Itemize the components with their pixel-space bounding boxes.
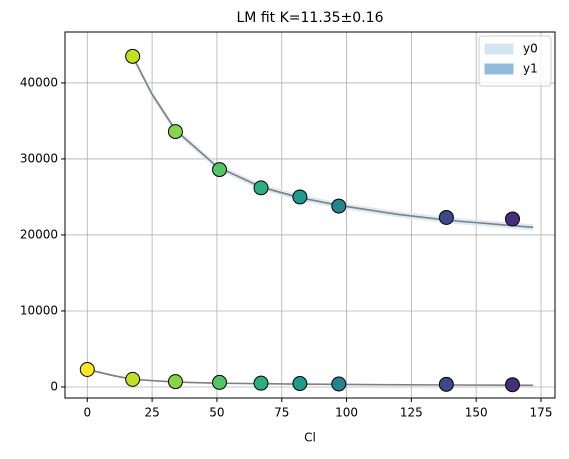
point (253, 180, 269, 196)
point (253, 375, 269, 391)
point (292, 376, 308, 392)
point (438, 376, 454, 392)
point (504, 211, 520, 227)
y-tick-label: 0 (50, 379, 58, 393)
legend-swatch (484, 43, 514, 55)
y-tick-label: 20000 (20, 227, 58, 241)
x-tick-label: 125 (400, 406, 423, 420)
x-tick-label: 50 (209, 406, 224, 420)
x-tick-label: 150 (465, 406, 488, 420)
point (292, 189, 308, 205)
point (125, 48, 141, 64)
plot-frame (64, 31, 556, 399)
point (212, 374, 228, 390)
y-tick-label: 30000 (20, 151, 58, 165)
point (167, 374, 183, 390)
point (331, 376, 347, 392)
x-tick-label: 175 (530, 406, 553, 420)
chart-title: LM fit K=11.35±0.16 (237, 10, 384, 26)
point (167, 124, 183, 140)
y-tick-label: 10000 (20, 303, 58, 317)
x-tick-label: 75 (274, 406, 289, 420)
x-tick-label: 100 (335, 406, 358, 420)
y-tick-label: 40000 (20, 75, 58, 89)
point (125, 371, 141, 387)
x-tick-label: 0 (83, 406, 91, 420)
point (79, 361, 95, 377)
x-axis-label: Cl (304, 431, 316, 445)
legend-label: y0 (523, 42, 538, 56)
point (504, 377, 520, 393)
x-tick-label: 25 (144, 406, 159, 420)
point (331, 198, 347, 214)
legend-label: y1 (523, 62, 538, 76)
point (212, 162, 228, 178)
legend-swatch (484, 63, 514, 75)
fit-line (131, 55, 534, 229)
point (438, 209, 454, 225)
